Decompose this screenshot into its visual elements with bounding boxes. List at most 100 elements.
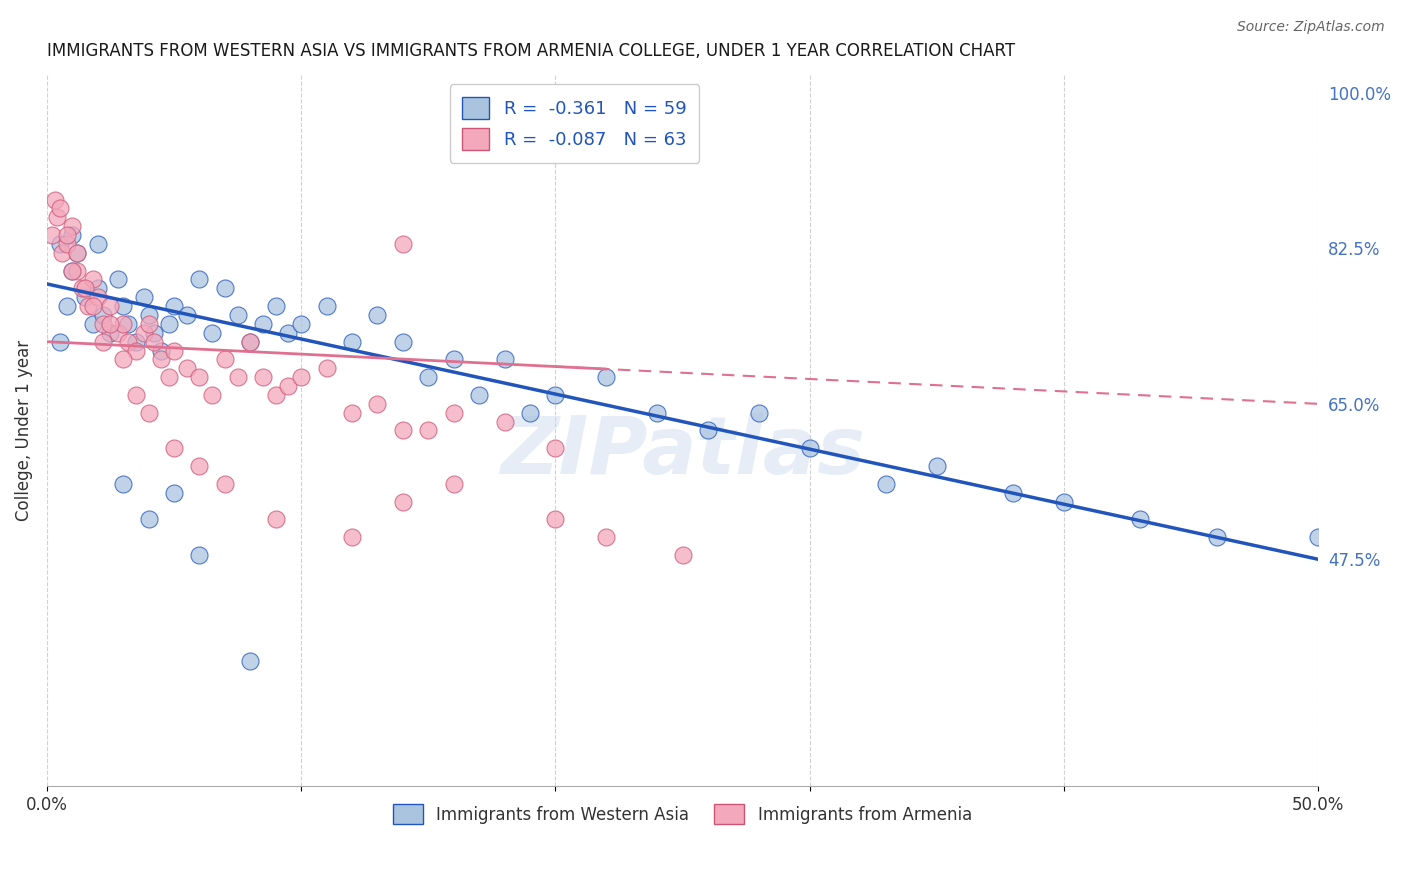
Point <box>82 299 104 313</box>
Point <box>48 237 70 252</box>
Point <box>73 290 96 304</box>
Legend: Immigrants from Western Asia, Immigrants from Armenia: Immigrants from Western Asia, Immigrants… <box>382 794 981 834</box>
Point <box>1308 530 1330 544</box>
Point <box>366 308 388 322</box>
Point <box>264 512 287 526</box>
Text: ZIPatlas: ZIPatlas <box>501 413 865 491</box>
Point <box>60 228 83 243</box>
Point <box>392 237 415 252</box>
Point <box>107 272 129 286</box>
Point <box>117 334 139 349</box>
Point <box>595 530 617 544</box>
Point <box>176 361 198 376</box>
Point <box>277 379 299 393</box>
Point <box>60 219 83 234</box>
Point <box>188 458 211 473</box>
Point <box>91 317 114 331</box>
Point <box>163 485 186 500</box>
Point <box>51 245 73 260</box>
Point <box>315 361 337 376</box>
Point <box>264 388 287 402</box>
Text: IMMIGRANTS FROM WESTERN ASIA VS IMMIGRANTS FROM ARMENIA COLLEGE, UNDER 1 YEAR CO: IMMIGRANTS FROM WESTERN ASIA VS IMMIGRAN… <box>46 42 1015 60</box>
Point <box>366 397 388 411</box>
Point <box>82 317 104 331</box>
Point <box>87 281 110 295</box>
Point <box>468 388 491 402</box>
Text: Source: ZipAtlas.com: Source: ZipAtlas.com <box>1237 20 1385 34</box>
Point <box>201 388 224 402</box>
Point <box>226 308 249 322</box>
Point <box>544 442 567 456</box>
Point <box>443 476 465 491</box>
Point <box>56 299 79 313</box>
Point <box>66 263 89 277</box>
Point <box>138 308 160 322</box>
Point <box>392 334 415 349</box>
Point <box>239 655 262 669</box>
Point <box>494 415 516 429</box>
Point <box>443 406 465 420</box>
Point <box>290 317 312 331</box>
Point <box>201 326 224 340</box>
Point <box>142 326 165 340</box>
Point <box>125 334 148 349</box>
Point <box>315 299 337 313</box>
Point <box>340 530 363 544</box>
Point <box>125 343 148 358</box>
Point <box>142 334 165 349</box>
Point <box>60 263 83 277</box>
Point <box>48 334 70 349</box>
Point <box>60 263 83 277</box>
Point <box>112 317 135 331</box>
Point <box>91 334 114 349</box>
Point <box>72 281 94 295</box>
Point <box>519 406 541 420</box>
Point <box>1205 530 1227 544</box>
Point <box>56 228 79 243</box>
Point <box>176 308 198 322</box>
Point <box>100 326 122 340</box>
Point <box>56 237 79 252</box>
Point <box>494 352 516 367</box>
Point <box>239 334 262 349</box>
Point <box>277 326 299 340</box>
Point <box>112 352 135 367</box>
Point <box>41 228 63 243</box>
Point <box>418 370 440 384</box>
Point <box>290 370 312 384</box>
Point <box>107 326 129 340</box>
Point <box>46 211 69 225</box>
Point <box>163 299 186 313</box>
Point <box>157 317 180 331</box>
Point <box>239 334 262 349</box>
Point <box>150 352 173 367</box>
Point <box>157 370 180 384</box>
Point <box>87 290 110 304</box>
Point <box>91 308 114 322</box>
Y-axis label: College, Under 1 year: College, Under 1 year <box>15 340 32 521</box>
Point <box>340 334 363 349</box>
Point <box>82 272 104 286</box>
Point <box>252 370 274 384</box>
Point <box>73 281 96 295</box>
Point <box>76 299 98 313</box>
Point <box>748 406 770 420</box>
Point <box>925 458 948 473</box>
Point <box>252 317 274 331</box>
Point <box>214 352 236 367</box>
Point <box>44 193 66 207</box>
Point <box>392 494 415 508</box>
Point <box>138 512 160 526</box>
Point <box>544 388 567 402</box>
Point <box>799 442 821 456</box>
Point <box>163 442 186 456</box>
Point <box>671 548 693 562</box>
Point <box>188 548 211 562</box>
Point <box>418 424 440 438</box>
Point <box>48 202 70 216</box>
Point <box>697 424 720 438</box>
Point <box>875 476 897 491</box>
Point <box>1053 494 1076 508</box>
Point <box>100 299 122 313</box>
Point <box>1002 485 1025 500</box>
